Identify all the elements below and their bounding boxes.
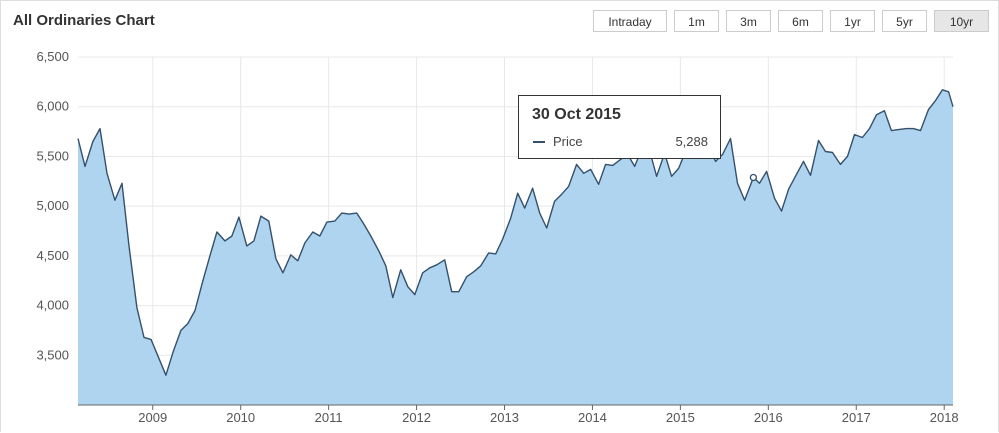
x-tick-label: 2012 <box>402 410 431 425</box>
y-tick-label: 3,500 <box>36 347 69 362</box>
y-tick-label: 6,000 <box>36 99 69 114</box>
x-tick-label: 2011 <box>315 410 343 425</box>
hover-marker-layer <box>749 173 758 182</box>
range-3m-button[interactable]: 3m <box>726 10 771 32</box>
y-axis-ticks: 3,500 4,000 4,500 5,000 5,500 6,000 6,500 <box>36 49 69 362</box>
tooltip-value: 5,288 <box>675 134 708 149</box>
y-tick-label: 5,000 <box>36 198 69 213</box>
price-tooltip: 30 Oct 2015 Price 5,288 <box>518 95 721 159</box>
range-10yr-button[interactable]: 10yr <box>934 10 989 32</box>
x-tick-label: 2013 <box>490 410 519 425</box>
tooltip-date: 30 Oct 2015 <box>532 106 621 123</box>
y-tick-label: 4,000 <box>36 298 69 313</box>
chart-axes <box>78 404 953 410</box>
chart-title: All Ordinaries Chart <box>13 12 155 29</box>
chart-area-layer <box>77 89 954 406</box>
range-selector: Intraday 1m 3m 6m 1yr 5yr 10yr <box>593 10 989 32</box>
hover-point-marker <box>749 173 758 182</box>
range-1m-button[interactable]: 1m <box>674 10 719 32</box>
x-tick-label: 2017 <box>842 410 871 425</box>
x-tick-label: 2010 <box>226 410 255 425</box>
x-tick-label: 2015 <box>666 410 695 425</box>
range-6m-button[interactable]: 6m <box>778 10 823 32</box>
x-tick-label: 2018 <box>930 410 959 425</box>
y-tick-label: 5,500 <box>36 148 69 163</box>
range-1yr-button[interactable]: 1yr <box>830 10 875 32</box>
range-intraday-button[interactable]: Intraday <box>593 10 667 32</box>
range-5yr-button[interactable]: 5yr <box>882 10 927 32</box>
x-tick-label: 2009 <box>138 410 167 425</box>
price-line <box>77 89 954 376</box>
y-tick-label: 4,500 <box>36 248 69 263</box>
tooltip-series-swatch <box>533 141 545 143</box>
x-tick-label: 2016 <box>754 410 783 425</box>
tooltip-series-label: Price <box>553 134 583 149</box>
x-axis-ticks: 2009 2010 2011 2012 2013 2014 2015 2016 2017 2018 <box>138 410 958 425</box>
price-area-fill <box>78 89 953 406</box>
x-tick-label: 2014 <box>578 410 607 425</box>
y-tick-label: 6,500 <box>36 49 69 64</box>
